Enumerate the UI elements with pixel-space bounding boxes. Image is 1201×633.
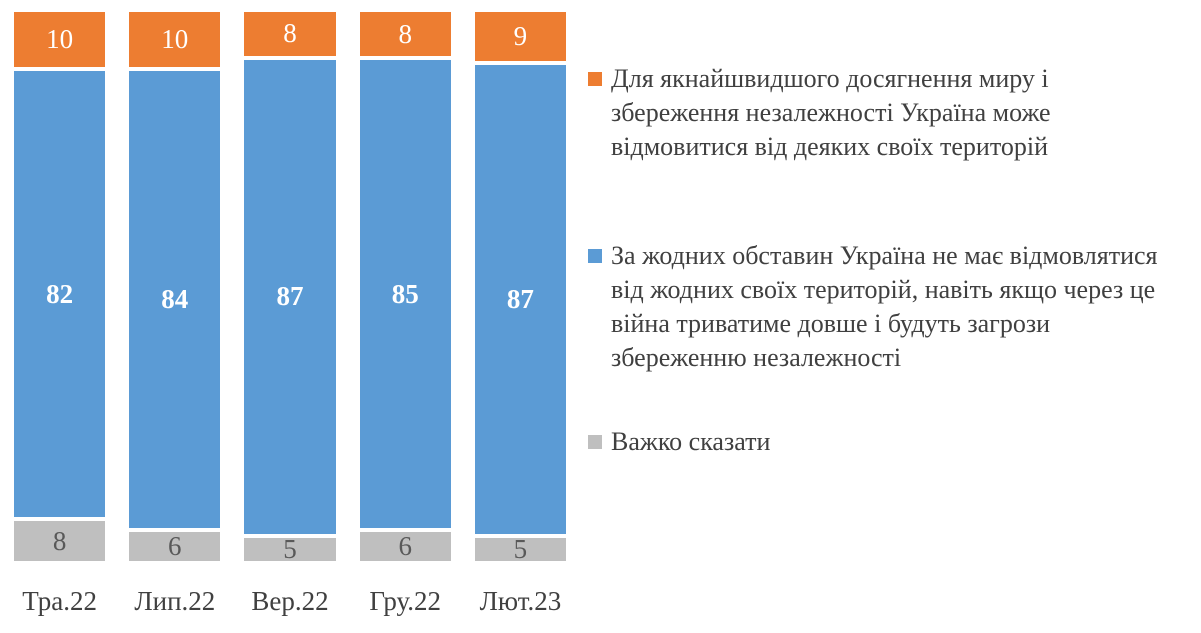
bar-value-label: 9 xyxy=(513,20,528,51)
bar-segment: 85 xyxy=(359,56,451,528)
bar-segment: 6 xyxy=(129,528,221,561)
bar-segment: 8 xyxy=(244,12,336,56)
legend-swatch-icon xyxy=(588,434,602,449)
bar-value-label: 6 xyxy=(398,530,412,561)
bar-value-label: 10 xyxy=(161,23,189,54)
bar-value-label: 8 xyxy=(52,525,67,556)
bar-value-label: 87 xyxy=(506,283,534,314)
bar-segment: 9 xyxy=(474,12,567,61)
bar-value-label: 87 xyxy=(276,281,304,312)
x-axis-label: Вер.22 xyxy=(251,586,329,616)
bar-segment: 10 xyxy=(14,12,106,67)
bar-value-label: 85 xyxy=(391,278,419,309)
x-axis-label: Лип.22 xyxy=(134,586,216,616)
legend-label: Важко сказати xyxy=(611,426,771,456)
bar-value-label: 10 xyxy=(46,23,74,54)
bar-value-label: 5 xyxy=(513,533,528,561)
legend: Для якнайшвидшого досягнення миру і збер… xyxy=(588,62,1188,458)
bar-segment: 5 xyxy=(244,533,336,561)
bar-segment: 84 xyxy=(129,66,221,529)
bar-segment: 8 xyxy=(359,12,451,57)
x-axis-label: Тра.22 xyxy=(22,586,97,616)
legend-label: За жодних обставин Україна не має відмов… xyxy=(611,241,1158,372)
bar-value-label: 8 xyxy=(398,18,412,49)
legend-item: Важко сказати xyxy=(588,425,1188,459)
bar-segment: 6 xyxy=(359,527,451,561)
bar-column: 10 82 8 xyxy=(14,12,106,561)
bar-segment: 8 xyxy=(14,517,106,561)
bar-value-label: 8 xyxy=(283,18,297,49)
bar-column: 8 87 5 xyxy=(244,12,336,561)
bar-segment: 10 xyxy=(129,12,221,67)
x-axis: Тра.22 Лип.22 Вер.22 Гру.22 Лют.23 xyxy=(14,586,566,617)
x-axis-label: Гру.22 xyxy=(369,586,442,616)
x-axis-label: Лют.23 xyxy=(479,586,562,616)
bar-segment: 87 xyxy=(474,60,567,534)
bar-value-label: 5 xyxy=(283,533,297,561)
bar-segment: 5 xyxy=(474,533,567,561)
legend-swatch-icon xyxy=(588,249,602,264)
legend-item: За жодних обставин Україна не має відмов… xyxy=(588,239,1188,374)
bar-column: 10 84 6 xyxy=(129,12,221,561)
bar-segment: 87 xyxy=(244,55,336,534)
bar-column: 8 85 6 xyxy=(359,12,451,561)
bar-value-label: 82 xyxy=(46,278,74,309)
bar-segment: 82 xyxy=(14,66,106,518)
legend-label: Для якнайшвидшого досягнення миру і збер… xyxy=(611,64,1051,161)
bar-column: 9 87 5 xyxy=(474,12,567,561)
bar-value-label: 84 xyxy=(161,283,189,314)
legend-item: Для якнайшвидшого досягнення миру і збер… xyxy=(588,62,1188,163)
plot-area: 10 82 8 10 84 6 8 87 5 8 85 6 9 87 5 xyxy=(14,12,567,561)
bar-value-label: 6 xyxy=(168,531,182,561)
legend-swatch-icon xyxy=(588,72,602,86)
